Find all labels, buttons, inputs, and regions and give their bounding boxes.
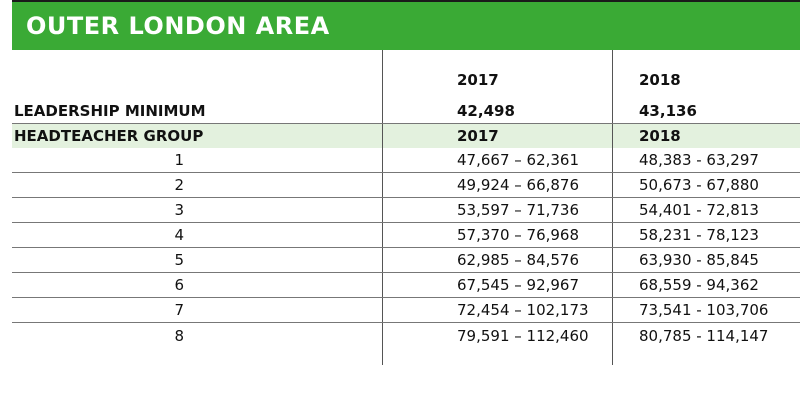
leadership-row: LEADERSHIP MINIMUM 42,498 43,136 [12,99,800,124]
table-bottom-spacer [12,349,800,365]
range-2018: 80,785 - 114,147 [612,322,800,349]
leadership-2017: 42,498 [382,99,613,124]
table-row: 2 49,924 – 66,876 50,673 - 67,880 [12,172,800,198]
table-row: 3 53,597 – 71,736 54,401 - 72,813 [12,197,800,223]
range-2018: 50,673 - 67,880 [612,172,800,198]
range-2017: 79,591 – 112,460 [382,322,613,349]
range-2017: 72,454 – 102,173 [382,297,613,323]
spacer-cell [382,349,613,365]
table-row: 5 62,985 – 84,576 63,930 - 85,845 [12,247,800,273]
year-header-blank [12,50,383,99]
table-row: 7 72,454 – 102,173 73,541 - 103,706 [12,297,800,323]
group-number: 5 [12,247,383,273]
table-title: OUTER LONDON AREA [26,12,330,40]
headteacher-group-2018: 2018 [612,123,800,148]
year-header-2017: 2017 [382,50,613,99]
headteacher-group-label: HEADTEACHER GROUP [12,123,383,148]
spacer-cell [612,349,800,365]
year-header-2018: 2018 [612,50,800,99]
range-2017: 49,924 – 66,876 [382,172,613,198]
range-2017: 62,985 – 84,576 [382,247,613,273]
year-header-row: 2017 2018 [12,50,800,99]
group-number: 1 [12,148,383,173]
group-number: 3 [12,197,383,223]
group-number: 6 [12,272,383,298]
table-row: 8 79,591 – 112,460 80,785 - 114,147 [12,322,800,349]
table-header-banner: OUTER LONDON AREA [12,0,800,50]
group-number: 2 [12,172,383,198]
range-2018: 68,559 - 94,362 [612,272,800,298]
headteacher-group-row: HEADTEACHER GROUP 2017 2018 [12,123,800,148]
range-2017: 67,545 – 92,967 [382,272,613,298]
leadership-label: LEADERSHIP MINIMUM [12,99,383,124]
group-number: 7 [12,297,383,323]
table-row: 6 67,545 – 92,967 68,559 - 94,362 [12,272,800,298]
range-2017: 53,597 – 71,736 [382,197,613,223]
spacer-cell [12,349,383,365]
range-2017: 47,667 – 62,361 [382,148,613,173]
range-2017: 57,370 – 76,968 [382,222,613,248]
group-number: 8 [174,327,184,345]
salary-table: 2017 2018 LEADERSHIP MINIMUM 42,498 43,1… [12,50,800,365]
range-2018: 73,541 - 103,706 [612,297,800,323]
range-2018: 58,231 - 78,123 [612,222,800,248]
table-row: 4 57,370 – 76,968 58,231 - 78,123 [12,222,800,248]
leadership-2018: 43,136 [612,99,800,124]
group-number: 4 [12,222,383,248]
range-2018: 63,930 - 85,845 [612,247,800,273]
table-row: 1 47,667 – 62,361 48,383 - 63,297 [12,148,800,173]
range-2018: 54,401 - 72,813 [612,197,800,223]
headteacher-group-2017: 2017 [382,123,613,148]
salary-table-card: OUTER LONDON AREA 2017 2018 LEADERSHIP M… [12,0,800,400]
range-2018: 48,383 - 63,297 [612,148,800,173]
